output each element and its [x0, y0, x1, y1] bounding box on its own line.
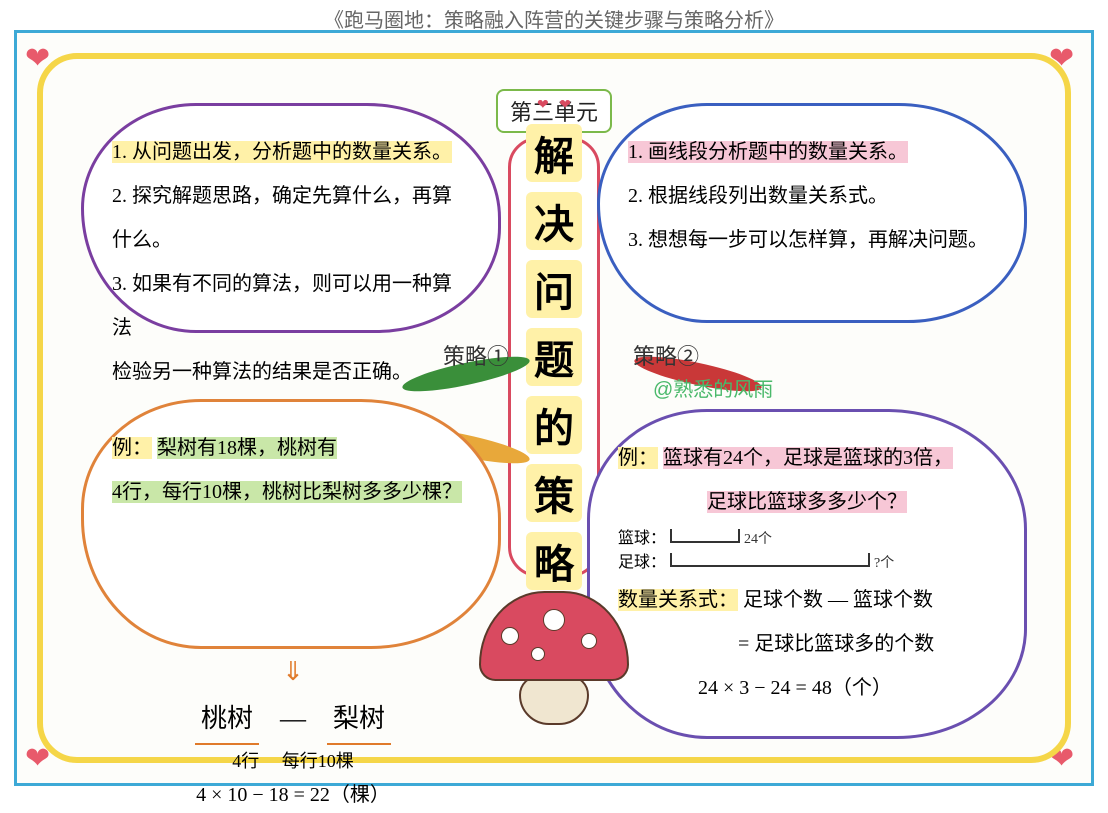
relation-line1: 足球个数 — 篮球个数 [743, 589, 933, 611]
calc-right: 24 × 3 − 24 = 48（个） [618, 666, 996, 710]
diagram-row1-val: 24个 [744, 532, 772, 547]
bubble-example-right: 例： 篮球有24个，足球是篮球的3倍， 足球比篮球多多少个？ 篮球： 24个 足… [587, 409, 1027, 739]
mushroom-cap [479, 591, 629, 681]
tree-right: 梨树 [327, 696, 391, 745]
mushroom-stem [519, 675, 589, 725]
mushroom-dot [581, 633, 597, 649]
diagram-row2-label: 足球： [618, 554, 666, 571]
down-arrow-icon: ⇓ [103, 649, 483, 696]
example-text-bl: 梨树有18棵，桃树有 [157, 437, 337, 459]
diagram-row2-val: ?个 [874, 556, 894, 571]
center-char: 的 [526, 396, 582, 454]
example-q2-br: 足球比篮球多多少个？ [707, 491, 907, 513]
relation-label: 数量关系式： [618, 589, 738, 611]
tree-sub-left: 4行 [232, 751, 259, 771]
center-char: 决 [526, 192, 582, 250]
center-char: 略 [526, 532, 582, 590]
diagram-row1-label: 篮球： [618, 530, 666, 547]
mushroom-illustration [479, 591, 629, 721]
bubble-tl-line4: 检验另一种算法的结果是否正确。 [112, 350, 470, 394]
example-q1-br: 篮球有24个，足球是篮球的3倍， [663, 447, 953, 469]
bubble-strategy1-steps: 1. 从问题出发，分析题中的数量关系。 2. 探究解题思路，确定先算什么，再算什… [81, 103, 501, 333]
bubble-tl-line3: 3. 如果有不同的算法，则可以用一种算法 [112, 262, 470, 350]
center-char: 策 [526, 464, 582, 522]
mushroom-dot [543, 609, 565, 631]
example-label-br: 例： [618, 447, 658, 469]
calc-left: 4 × 10 − 18 = 22（棵） [103, 777, 483, 813]
example-line2-bl: 4行，每行10棵，桃树比梨树多多少棵？ [112, 481, 462, 503]
tree-sub-right: 每行10棵 [282, 751, 354, 771]
outer-frame: ❤ ❤ ❤ ❤ 第三单元 ❤ ❤ 解 决 问 题 的 策 略 ❤ ❤ 策略① 策… [14, 30, 1094, 786]
bubble-tl-line2: 2. 探究解题思路，确定先算什么，再算什么。 [112, 174, 470, 262]
center-char: 问 [526, 260, 582, 318]
heart-deco-top: ❤ ❤ [537, 97, 571, 114]
example-left-working: ⇓ 桃树 — 梨树 4行 每行10棵 4 × 10 − 18 = 22（棵） [103, 649, 483, 813]
segment-basketball [670, 529, 740, 543]
example-label-bl: 例： [112, 437, 152, 459]
bubble-tr-line1: 1. 画线段分析题中的数量关系。 [628, 141, 908, 163]
bubble-example-left: 例： 梨树有18棵，桃树有 4行，每行10棵，桃树比梨树多多少棵？ [81, 399, 501, 649]
relation-line2: = 足球比篮球多的个数 [618, 622, 996, 666]
center-char: 解 [526, 124, 582, 182]
bubble-tl-line1: 1. 从问题出发，分析题中的数量关系。 [112, 141, 452, 163]
bubble-tr-line2: 2. 根据线段列出数量关系式。 [628, 174, 996, 218]
inner-frame: 第三单元 ❤ ❤ 解 决 问 题 的 策 略 ❤ ❤ 策略① 策略② @熟悉的风… [37, 53, 1071, 763]
tree-left: 桃树 [195, 696, 259, 745]
mushroom-dot [501, 627, 519, 645]
watermark: @熟悉的风雨 [653, 373, 773, 402]
tree-sep: — [280, 696, 306, 743]
page-title: 《跑马圈地：策略融入阵营的关键步骤与策略分析》 [0, 0, 1108, 33]
segment-football [670, 553, 870, 567]
branch-label-2: 策略② [633, 339, 699, 371]
bubble-tr-line3: 3. 想想每一步可以怎样算，再解决问题。 [628, 218, 996, 262]
bubble-strategy2-steps: 1. 画线段分析题中的数量关系。 2. 根据线段列出数量关系式。 3. 想想每一… [597, 103, 1027, 323]
mushroom-dot [531, 647, 545, 661]
center-char: 题 [526, 328, 582, 386]
